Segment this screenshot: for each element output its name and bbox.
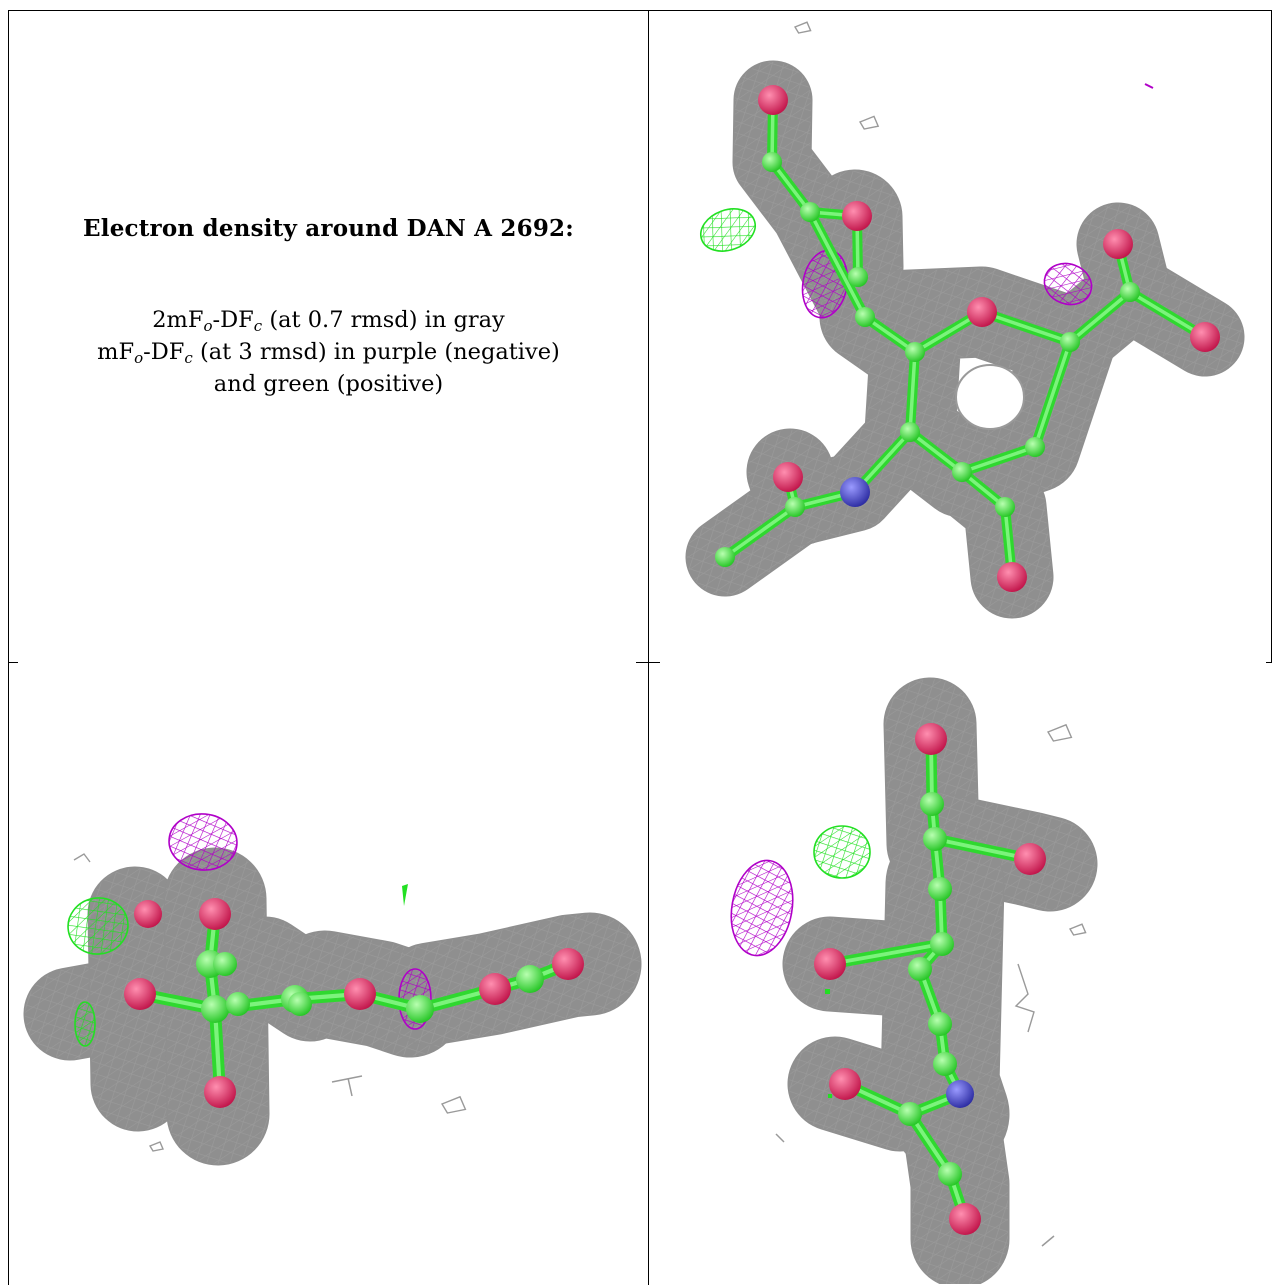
legend-fofc-positive: and green (positive): [213, 371, 444, 397]
carbon-atom: [1025, 437, 1045, 457]
oxygen-atom: [204, 1076, 236, 1108]
negative-density-blob: [168, 813, 238, 871]
map-fragment: [331, 1075, 363, 1097]
oxygen-atom: [915, 723, 947, 755]
carbon-atom: [928, 1012, 952, 1036]
molecule-view-side: [23, 813, 642, 1166]
oxygen-atom: [479, 973, 511, 1005]
positive-density-fragment: [828, 1094, 832, 1098]
carbon-atom: [1120, 282, 1140, 302]
positive-density-fragment: [402, 884, 408, 906]
map-fragment: [793, 21, 812, 34]
map-fragment: [73, 853, 91, 863]
carbon-atom: [226, 992, 250, 1016]
oxygen-atom: [124, 978, 156, 1010]
map-fragment: [1144, 83, 1154, 89]
carbon-atom: [785, 497, 805, 517]
carbon-atom: [995, 497, 1015, 517]
carbon-atom: [923, 827, 947, 851]
carbon-atom: [928, 877, 952, 901]
carbon-atom: [213, 952, 237, 976]
map-fragment: [1046, 723, 1073, 742]
oxygen-atom: [552, 948, 584, 980]
oxygen-atom: [842, 201, 872, 231]
positive-density-fragment: [825, 989, 830, 994]
carbon-atom: [201, 995, 229, 1023]
oxygen-atom: [997, 562, 1027, 592]
oxygen-atom: [1014, 843, 1046, 875]
carbon-atom: [516, 965, 544, 993]
carbon-atom: [715, 547, 735, 567]
oxygen-atom: [199, 898, 231, 930]
legend-2fofc: 2mFo-DFc (at 0.7 rmsd) in gray: [152, 307, 505, 335]
carbon-atom: [908, 957, 932, 981]
molecule-view-end: [730, 677, 1098, 1284]
nitrogen-atom: [946, 1080, 974, 1108]
oxygen-atom: [814, 948, 846, 980]
rule-right: [1271, 10, 1272, 662]
ring-cavity: [955, 364, 1025, 430]
oxygen-atom: [758, 85, 788, 115]
legend-fofc: mFo-DFc (at 3 rmsd) in purple (negative): [97, 339, 560, 367]
rule-middle-horizontal-left: [8, 662, 18, 663]
rule-left: [8, 10, 9, 1285]
rule-middle-horizontal-center: [636, 662, 660, 663]
oxygen-atom: [829, 1068, 861, 1100]
carbon-atom: [406, 995, 434, 1023]
density-view-end: [650, 664, 1270, 1284]
positive-density-blob: [74, 1001, 96, 1047]
molecule-view-top: [685, 21, 1245, 619]
carbon-atom: [855, 307, 875, 327]
positive-density-blob: [700, 208, 756, 252]
map-fragment: [1068, 923, 1087, 936]
rule-top: [8, 10, 1272, 11]
oxygen-atom: [1190, 322, 1220, 352]
negative-density-blob: [1043, 262, 1093, 306]
carbon-atom: [938, 1162, 962, 1186]
carbon-atom: [933, 1052, 957, 1076]
oxygen-atom: [134, 900, 162, 928]
figure-title: Electron density around DAN A 2692:: [83, 215, 574, 242]
carbon-atom: [800, 202, 820, 222]
positive-density-blob: [67, 897, 129, 955]
rule-middle-horizontal-right: [1266, 662, 1272, 663]
carbon-atom: [905, 342, 925, 362]
map-fragment: [775, 1133, 1055, 1247]
rule-middle-vertical: [648, 10, 649, 1285]
carbon-atom: [898, 1102, 922, 1126]
carbon-atom: [848, 267, 868, 287]
carbon-atom: [952, 462, 972, 482]
map-fragment: [858, 115, 880, 130]
oxygen-atom: [773, 462, 803, 492]
positive-density-blob: [813, 825, 871, 879]
negative-density-blob: [730, 859, 794, 957]
density-view-top: [650, 12, 1270, 661]
carbon-atom: [762, 152, 782, 172]
carbon-atom: [930, 932, 954, 956]
oxygen-atom: [344, 978, 376, 1010]
carbon-atom: [288, 992, 312, 1016]
oxygen-atom: [1103, 229, 1133, 259]
density-view-side: [10, 664, 646, 1284]
oxygen-atom: [949, 1203, 981, 1235]
map-fragment: [148, 1141, 164, 1152]
map-fragment: [440, 1095, 467, 1114]
carbon-atom: [920, 792, 944, 816]
carbon-atom: [1060, 332, 1080, 352]
map-fragment: [1014, 963, 1035, 1033]
nitrogen-atom: [840, 477, 870, 507]
caption-panel: Electron density around DAN A 2692: 2mFo…: [9, 11, 648, 662]
carbon-atom: [900, 422, 920, 442]
oxygen-atom: [967, 297, 997, 327]
